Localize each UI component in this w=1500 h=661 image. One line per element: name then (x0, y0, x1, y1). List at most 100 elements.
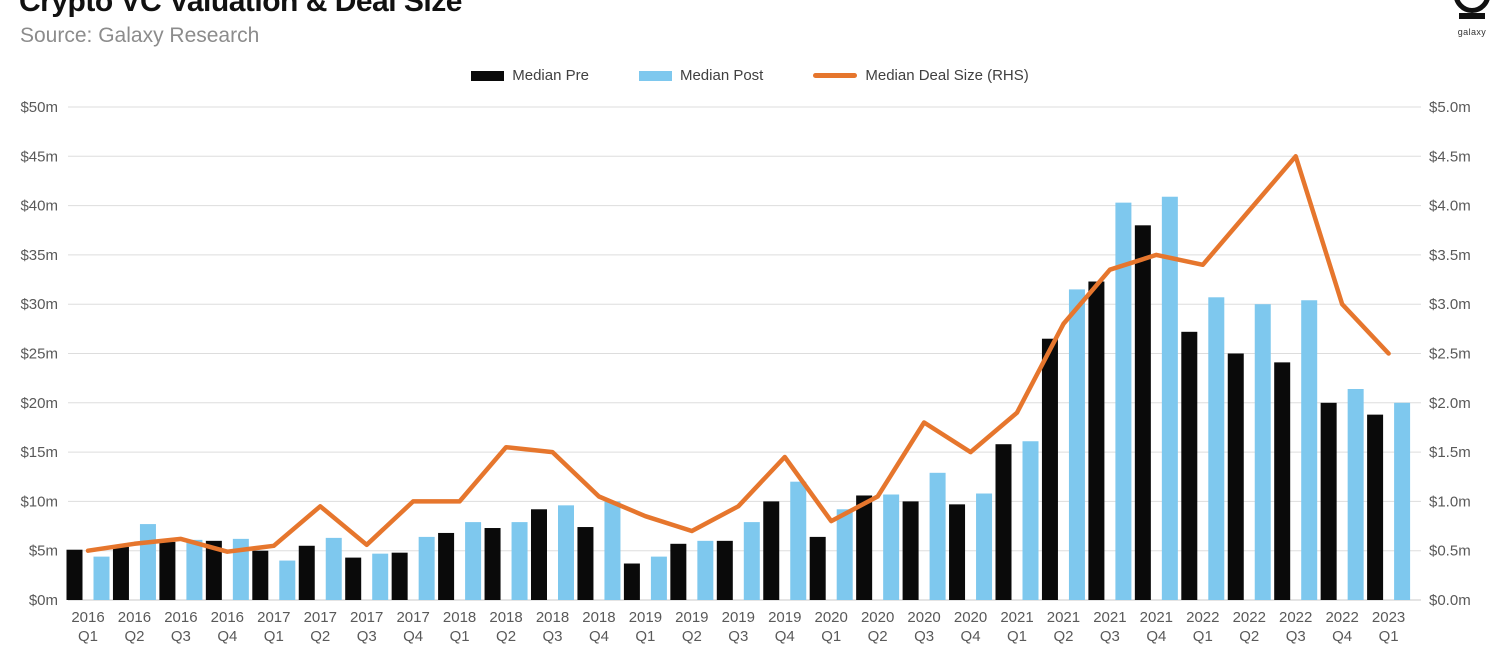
median-pre-bar (1134, 225, 1151, 600)
median-pre-bar (623, 563, 640, 600)
median-post-bar (650, 556, 667, 600)
x-axis-label: 2023 Q1 (1372, 609, 1405, 645)
y-axis-label-right: $1.0m (1429, 493, 1471, 510)
chart-legend: Median Pre Median Post Median Deal Size … (0, 67, 1500, 84)
y-axis-label-right: $1.5m (1429, 444, 1471, 461)
y-axis-label-left: $20m (20, 395, 58, 412)
median-pre-bar (345, 557, 362, 600)
x-axis-label: 2016 Q4 (211, 609, 244, 645)
y-axis-label-left: $45m (20, 148, 58, 165)
median-post-bar (279, 560, 296, 600)
median-pre-bar (159, 541, 176, 600)
legend-item-median-pre: Median Pre (471, 67, 589, 84)
x-axis-label: 2019 Q1 (629, 609, 662, 645)
median-post-bar (604, 501, 621, 600)
median-pre-bar (484, 528, 501, 600)
x-axis-label: 2016 Q3 (164, 609, 197, 645)
x-axis-label: 2016 Q1 (71, 609, 104, 645)
y-axis-label-left: $5m (29, 543, 58, 560)
median-pre-bar (1088, 281, 1105, 600)
y-axis-label-left: $40m (20, 198, 58, 215)
median-post-bar (1161, 196, 1178, 600)
median-post-bar (929, 472, 946, 600)
median-pre-swatch-icon (471, 70, 505, 81)
median-pre-bar (112, 546, 129, 600)
median-post-bar (418, 536, 435, 600)
x-axis-label: 2019 Q3 (722, 609, 755, 645)
x-axis-label: 2021 Q4 (1140, 609, 1173, 645)
x-axis-label: 2022 Q3 (1279, 609, 1312, 645)
y-axis-label-left: $0m (29, 592, 58, 609)
median-post-bar (93, 556, 110, 600)
y-axis-label-left: $50m (20, 99, 58, 116)
median-pre-bar (531, 509, 547, 600)
y-axis-label-left: $25m (20, 346, 58, 363)
galaxy-logo-label: galaxy (1457, 27, 1487, 37)
median-pre-bar (1367, 414, 1384, 600)
median-pre-bar (856, 495, 873, 600)
median-post-bar (1115, 202, 1132, 600)
median-pre-bar (205, 540, 222, 600)
median-post-bar (836, 509, 853, 600)
page-title: Crypto VC Valuation & Deal Size (19, 0, 462, 18)
x-axis-label: 2016 Q2 (118, 609, 151, 645)
median-post-bar (1254, 304, 1271, 600)
median-pre-bar (1320, 402, 1337, 600)
x-axis-label: 2017 Q2 (304, 609, 337, 645)
median-pre-bar (1227, 353, 1244, 600)
y-axis-label-left: $10m (20, 493, 58, 510)
y-axis-label-left: $35m (20, 247, 58, 264)
x-axis-label: 2017 Q4 (396, 609, 429, 645)
legend-item-median-post: Median Post (638, 67, 764, 84)
median-post-bar (743, 522, 760, 600)
median-pre-bar (809, 536, 826, 600)
x-axis-label: 2018 Q4 (582, 609, 615, 645)
x-axis-label: 2017 Q1 (257, 609, 290, 645)
median-post-bar (790, 481, 807, 600)
median-post-bar (325, 537, 342, 600)
median-post-bar (697, 540, 714, 600)
median-post-bar (232, 538, 249, 600)
x-axis-label: 2021 Q3 (1093, 609, 1126, 645)
median-post-bar (465, 522, 482, 600)
y-axis-label-right: $4.0m (1429, 198, 1471, 215)
y-axis-label-right: $5.0m (1429, 99, 1471, 116)
median-pre-bar (298, 545, 315, 600)
x-axis-label: 2019 Q2 (675, 609, 708, 645)
median-pre-bar (902, 501, 919, 600)
y-axis-label-right: $3.0m (1429, 296, 1471, 313)
median-pre-bar (1274, 362, 1291, 600)
median-pre-bar (763, 501, 780, 600)
y-axis-label-right: $0.5m (1429, 543, 1471, 560)
median-pre-bar (438, 532, 455, 600)
median-pre-bar (1041, 338, 1058, 600)
x-axis-label: 2022 Q4 (1325, 609, 1358, 645)
median-post-swatch-icon (638, 70, 672, 81)
x-axis-label: 2020 Q4 (954, 609, 987, 645)
median-post-bar (1394, 402, 1411, 600)
galaxy-logo-icon (1454, 0, 1490, 19)
x-axis-label: 2019 Q4 (768, 609, 801, 645)
x-axis-label: 2018 Q2 (489, 609, 522, 645)
median-deal-size-swatch-icon (813, 73, 858, 78)
deal-size-line (85, 154, 1391, 554)
median-pre-bar (252, 550, 269, 600)
y-axis-label-left: $15m (20, 444, 58, 461)
legend-label: Median Post (679, 67, 764, 84)
galaxy-logo: galaxy (1445, 0, 1499, 37)
median-post-bar (372, 553, 389, 600)
median-pre-bar (66, 549, 83, 600)
median-post-bar (883, 494, 900, 600)
median-post-bar (139, 524, 156, 600)
y-axis-label-right: $0.0m (1429, 592, 1471, 609)
x-axis-label: 2018 Q1 (443, 609, 476, 645)
median-pre-bar (716, 540, 733, 600)
x-axis-label: 2022 Q2 (1233, 609, 1266, 645)
median-post-bar (1347, 388, 1364, 600)
median-post-bar (1301, 300, 1318, 600)
x-axis-label: 2021 Q1 (1000, 609, 1033, 645)
median-pre-bar (577, 527, 594, 600)
source-caption: Source: Galaxy Research (20, 24, 260, 47)
